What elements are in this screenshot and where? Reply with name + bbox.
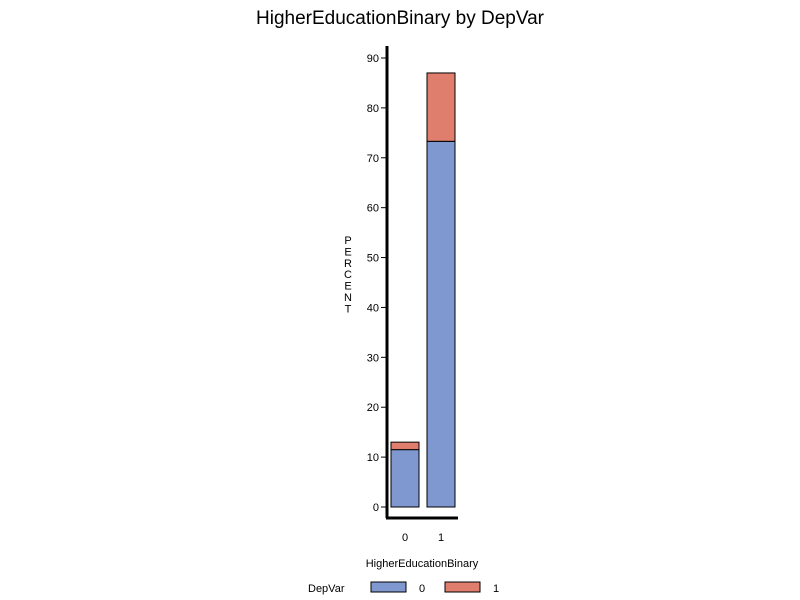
y-tick-label: 30: [367, 352, 379, 364]
legend-swatch-0: [370, 581, 407, 593]
y-axis-label-letter: E: [344, 281, 351, 293]
bar-segment-cat0-series0: [390, 449, 420, 508]
legend-swatch-1: [444, 581, 481, 593]
bar-segment-cat1-series0: [426, 140, 456, 508]
bar-segment-cat1-series1: [426, 72, 456, 142]
y-tick-label: 40: [367, 302, 379, 314]
y-tick-label: 0: [373, 502, 379, 514]
legend-label-1: 1: [493, 583, 499, 595]
y-axis-ticks: 0 10 20 30 40 50 60 70 80 90: [367, 53, 387, 514]
legend: DepVar 0 1: [308, 581, 499, 595]
legend-label-0: 0: [419, 583, 425, 595]
y-tick-label: 60: [367, 203, 379, 215]
x-axis-label: HigherEducationBinary: [366, 558, 479, 570]
y-axis-label-letter: N: [344, 292, 352, 304]
y-tick-label: 80: [367, 103, 379, 115]
bar-segment-cat0-series1: [390, 441, 420, 451]
y-tick-label: 20: [367, 402, 379, 414]
y-tick-label: 70: [367, 153, 379, 165]
y-tick-label: 90: [367, 53, 379, 65]
x-tick-label: 1: [438, 532, 444, 544]
x-tick-label: 0: [402, 532, 408, 544]
y-tick-label: 10: [367, 452, 379, 464]
y-axis-label-letter: C: [344, 269, 352, 281]
y-axis-label-letter: T: [345, 303, 352, 315]
y-axis-label-letter: R: [344, 258, 352, 270]
y-tick-label: 50: [367, 253, 379, 265]
bars: [390, 72, 456, 508]
y-axis-label-letter: P: [344, 235, 351, 247]
y-axis-label-letter: E: [344, 246, 351, 258]
chart-title: HigherEducationBinary by DepVar: [256, 8, 545, 29]
legend-title: DepVar: [308, 583, 345, 595]
